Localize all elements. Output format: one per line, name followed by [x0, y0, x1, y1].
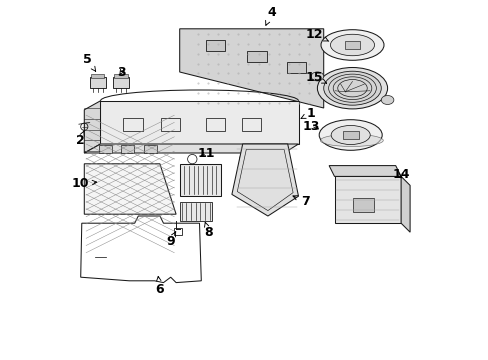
Bar	[205, 40, 225, 51]
Text: 7: 7	[292, 195, 309, 208]
Polygon shape	[101, 101, 298, 144]
Ellipse shape	[330, 126, 369, 144]
Bar	[246, 51, 266, 62]
Text: 12: 12	[305, 28, 328, 41]
Polygon shape	[231, 144, 298, 216]
Bar	[160, 118, 180, 131]
Ellipse shape	[330, 34, 374, 56]
Text: 15: 15	[305, 71, 326, 84]
Bar	[344, 41, 360, 49]
Ellipse shape	[310, 72, 323, 81]
Polygon shape	[179, 29, 323, 108]
Bar	[286, 62, 306, 73]
Bar	[144, 145, 157, 153]
Bar	[99, 145, 112, 153]
Text: 14: 14	[391, 168, 409, 181]
Text: 13: 13	[302, 120, 319, 132]
Bar	[342, 131, 358, 139]
Text: 3: 3	[117, 66, 125, 78]
Text: 6: 6	[155, 276, 164, 296]
Text: 10: 10	[71, 177, 97, 190]
Bar	[114, 74, 127, 78]
Text: 5: 5	[82, 53, 96, 71]
Ellipse shape	[323, 71, 381, 105]
Bar	[352, 198, 373, 212]
Polygon shape	[84, 144, 298, 153]
Bar	[89, 77, 106, 88]
Polygon shape	[334, 176, 400, 223]
Bar	[174, 228, 182, 235]
Polygon shape	[400, 176, 409, 232]
Ellipse shape	[320, 134, 383, 147]
Text: 8: 8	[204, 222, 212, 239]
Polygon shape	[84, 164, 176, 214]
Bar	[121, 145, 133, 153]
Text: 11: 11	[198, 147, 215, 159]
Bar	[241, 118, 261, 131]
Bar	[205, 118, 225, 131]
Polygon shape	[179, 164, 221, 196]
Ellipse shape	[317, 68, 387, 109]
Bar	[179, 202, 212, 221]
Polygon shape	[328, 166, 400, 176]
Bar	[122, 118, 142, 131]
Text: 4: 4	[265, 6, 275, 25]
Polygon shape	[84, 101, 101, 153]
Ellipse shape	[319, 120, 382, 150]
Bar	[113, 77, 129, 88]
Bar	[91, 74, 104, 78]
Text: 1: 1	[301, 107, 315, 120]
Ellipse shape	[320, 30, 383, 60]
Ellipse shape	[381, 95, 393, 104]
Text: 9: 9	[166, 232, 175, 248]
Text: 2: 2	[76, 131, 84, 147]
